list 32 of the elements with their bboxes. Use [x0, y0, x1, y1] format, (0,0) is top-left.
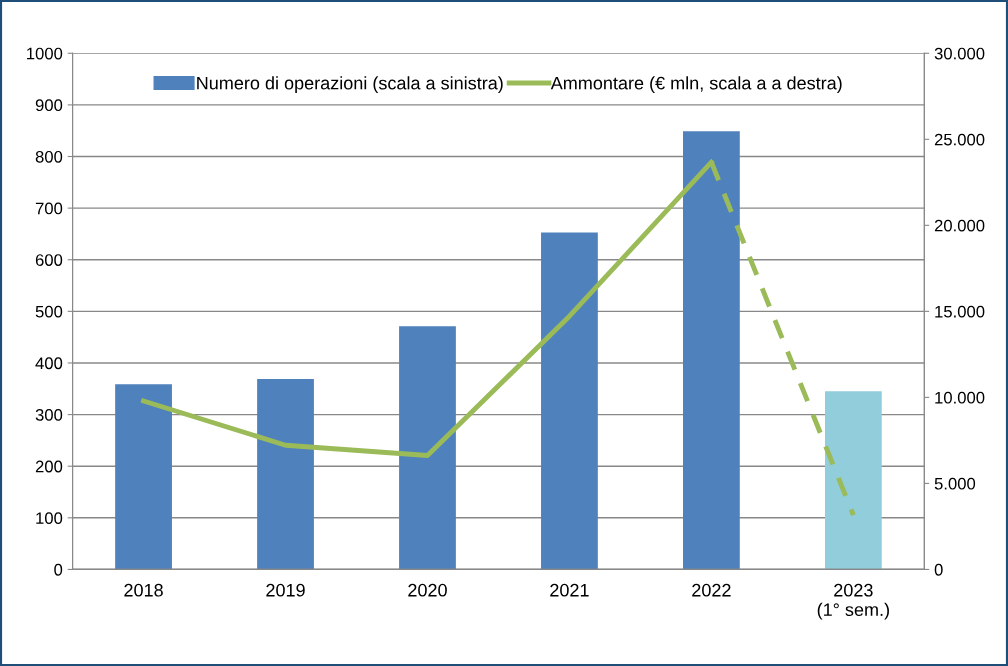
y2-tick-label: 0	[934, 563, 943, 576]
y-tick-label: 900	[35, 99, 63, 112]
x-tick-label: 2019	[266, 583, 305, 597]
x-tick-label: 2020	[408, 583, 447, 597]
bar	[541, 232, 598, 570]
y2-tick-label: 30.000	[934, 47, 985, 60]
bar	[824, 391, 882, 570]
y-tick-label: 1000	[27, 47, 63, 60]
legend-label: Numero di operazioni (scala a sinistra)	[197, 76, 503, 94]
y-tick-label: 600	[35, 254, 63, 266]
y2-tick-label: 5.000	[934, 477, 976, 490]
y-tick-label: 800	[35, 150, 63, 163]
legend-label: Ammontare (€ mln, scala a a destra)	[550, 76, 842, 94]
y-tick-label: 200	[35, 460, 63, 473]
bar	[115, 384, 172, 570]
bar	[683, 131, 740, 570]
y-tick-label: 0	[54, 563, 63, 576]
y-tick-label: 300	[35, 408, 63, 421]
y-tick-label: 400	[35, 357, 63, 370]
x-tick-label: 2018	[124, 583, 163, 597]
y2-tick-label: 20.000	[934, 219, 985, 232]
y2-tick-label: 10.000	[935, 391, 985, 404]
bar	[399, 326, 456, 570]
y-tick-label: 100	[36, 512, 63, 525]
y-tick-label: 500	[35, 305, 63, 318]
x-tick-label: 2023 (1° sem.)	[817, 583, 889, 620]
y2-tick-label: 15.000	[935, 305, 985, 318]
x-tick-label: 2021	[550, 583, 589, 597]
bar	[257, 378, 314, 570]
x-tick-label: 2022	[692, 583, 731, 597]
y2-tick-label: 25.000	[934, 133, 985, 146]
y-tick-label: 700	[35, 202, 63, 215]
